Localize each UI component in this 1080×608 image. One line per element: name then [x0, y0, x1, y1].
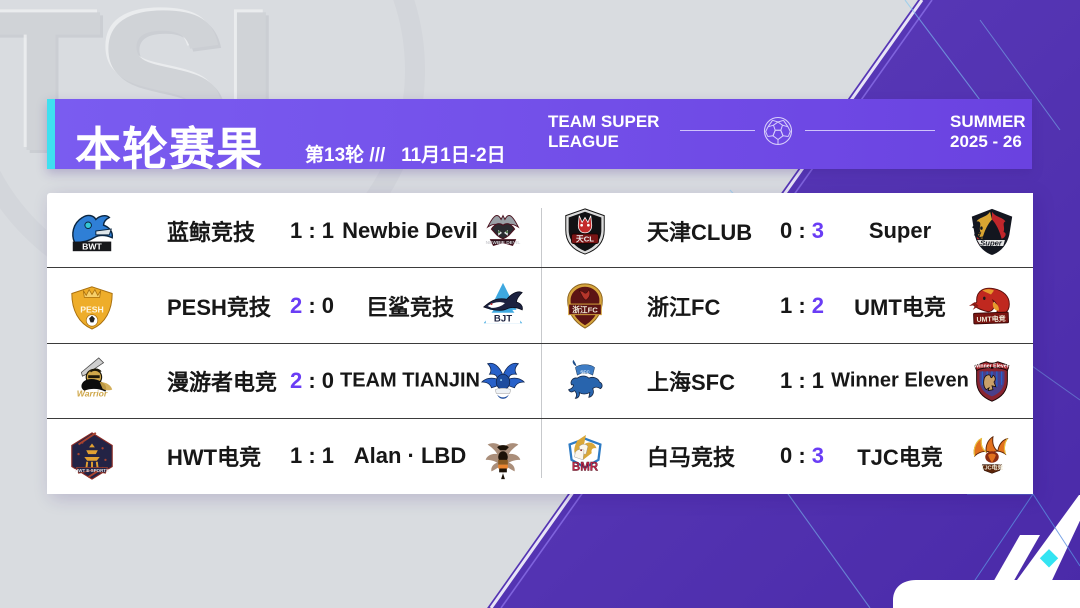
svg-text:BWT: BWT [82, 241, 102, 251]
svg-text:浙江FC: 浙江FC [572, 304, 598, 314]
svg-text:SFC: SFC [580, 369, 590, 375]
svg-text:NEWBIE DEVIL: NEWBIE DEVIL [486, 240, 521, 246]
svg-text:BMR: BMR [572, 462, 599, 474]
svg-text:HWT E-SPORTS: HWT E-SPORTS [75, 468, 109, 473]
svg-text:PESH: PESH [80, 305, 104, 315]
svg-text:Super: Super [980, 238, 1003, 247]
svg-text:Winner Eleven: Winner Eleven [974, 364, 1010, 370]
svg-text:TJC电竞: TJC电竞 [981, 464, 1004, 472]
svg-text:Warrior: Warrior [77, 389, 108, 399]
svg-text:天CL: 天CL [576, 234, 594, 243]
svg-text:BJT: BJT [494, 313, 512, 324]
